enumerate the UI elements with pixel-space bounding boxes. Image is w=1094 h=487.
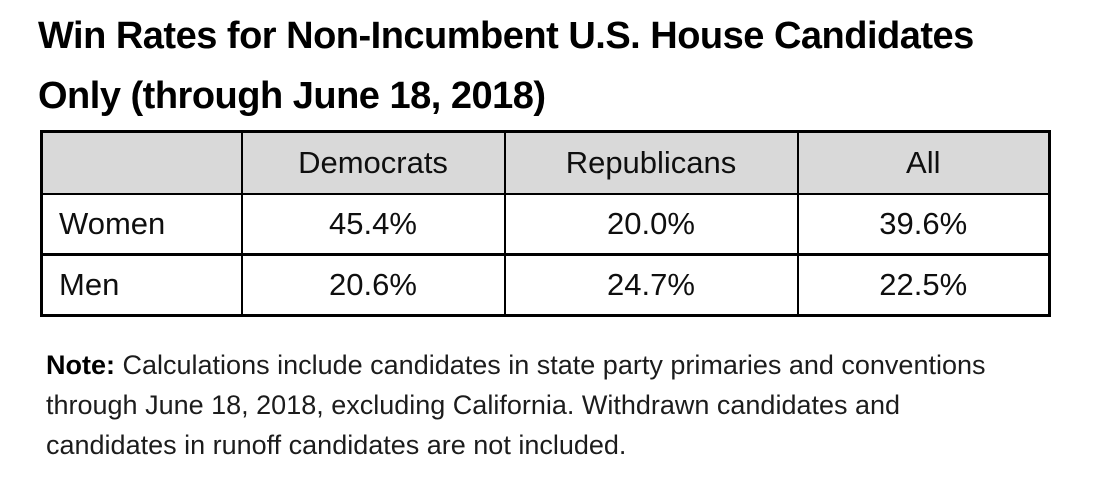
win-rates-table: Democrats Republicans All Women 45.4% 20…	[40, 130, 1051, 317]
row-label-women: Women	[40, 193, 243, 256]
cell-men-democrats: 20.6%	[240, 253, 506, 317]
figure-title-line2: Only (through June 18, 2018)	[38, 75, 546, 117]
table-header-row: Democrats Republicans All	[40, 130, 1051, 195]
table-row-men: Men 20.6% 24.7% 22.5%	[40, 253, 1051, 317]
row-label-men: Men	[40, 253, 243, 317]
col-header-democrats: Democrats	[240, 130, 506, 195]
col-header-republicans: Republicans	[503, 130, 799, 195]
note: Note: Calculations include candidates in…	[46, 345, 1036, 465]
cell-women-all: 39.6%	[796, 193, 1051, 256]
cell-women-democrats: 45.4%	[240, 193, 506, 256]
note-label: Note:	[46, 350, 115, 380]
figure-title-line1: Win Rates for Non-Incumbent U.S. House C…	[38, 15, 974, 57]
note-text: Calculations include candidates in state…	[46, 350, 986, 460]
cell-men-republicans: 24.7%	[503, 253, 799, 317]
cell-men-all: 22.5%	[796, 253, 1051, 317]
corner-cell	[40, 130, 243, 195]
cell-women-republicans: 20.0%	[503, 193, 799, 256]
figure-title: Win Rates for Non-Incumbent U.S. House C…	[38, 6, 1066, 126]
table-row-women: Women 45.4% 20.0% 39.6%	[40, 193, 1051, 256]
col-header-all: All	[796, 130, 1051, 195]
